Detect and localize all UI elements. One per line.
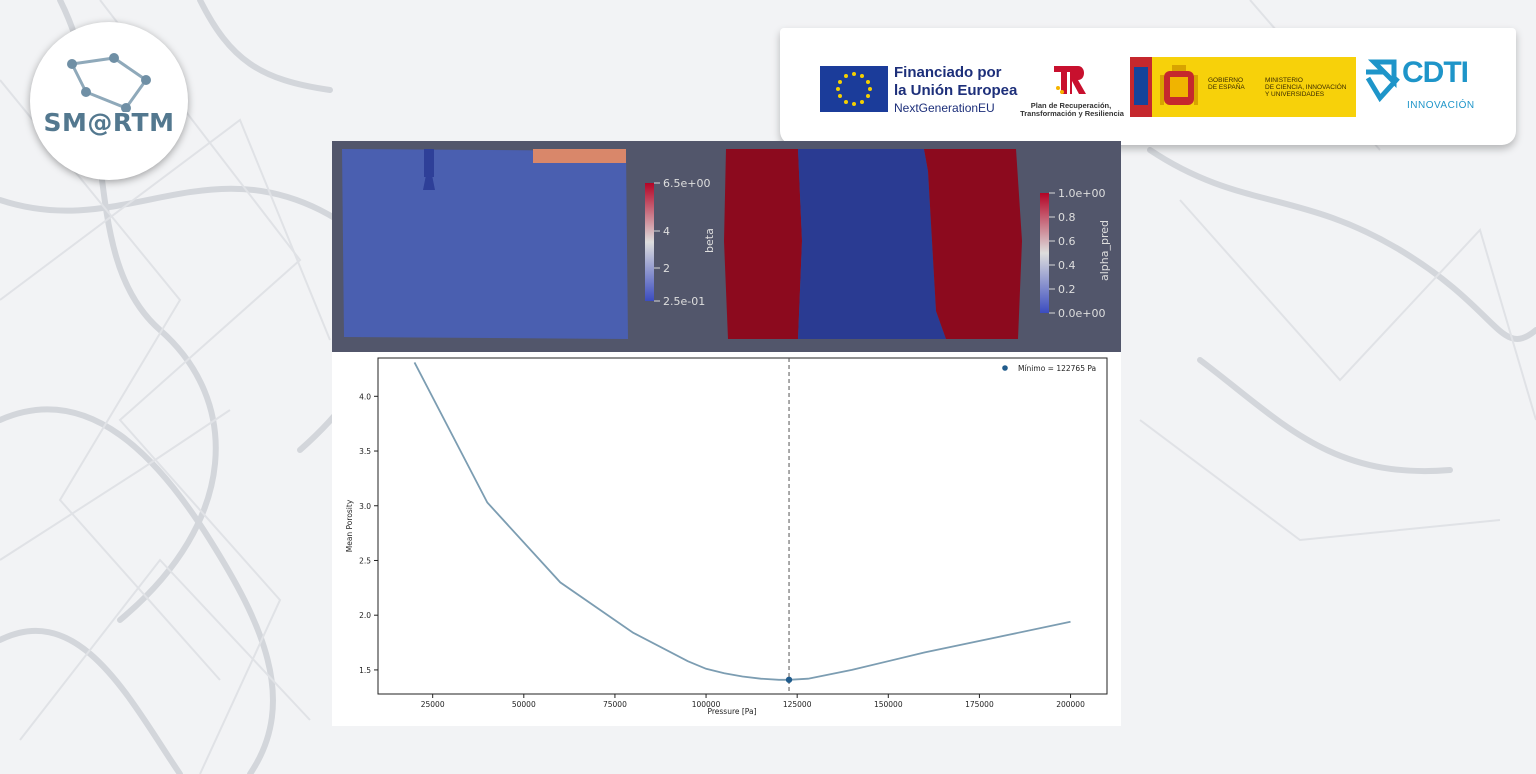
smartm-logo: SM@RTM xyxy=(30,22,188,180)
x-tick-label: 200000 xyxy=(1056,700,1085,709)
legend: Mínimo = 122765 Pa xyxy=(1002,364,1096,373)
alpha-colorbar-label: alpha_pred xyxy=(1098,220,1111,281)
beta-field xyxy=(342,149,628,339)
beta-tick-4: 4 xyxy=(663,225,670,238)
beta-colorbar-label: beta xyxy=(703,228,716,253)
inlet-region xyxy=(424,149,434,177)
beta-tick-max: 6.5e+00 xyxy=(663,177,710,190)
legend-marker xyxy=(1002,365,1008,371)
alpha-filled-right xyxy=(924,149,1022,339)
x-tick-label: 125000 xyxy=(783,700,812,709)
alpha-tick-0.2: 0.2 xyxy=(1058,283,1076,296)
high-beta-region xyxy=(533,149,626,163)
beta-tick-min: 2.5e-01 xyxy=(663,295,705,308)
x-tick-label: 75000 xyxy=(603,700,627,709)
x-tick-label: 25000 xyxy=(421,700,445,709)
y-tick-label: 3.5 xyxy=(359,447,371,456)
y-tick-label: 2.5 xyxy=(359,556,371,565)
eu-funded-line2: la Unión Europea xyxy=(894,82,1018,99)
legend-label: Mínimo = 122765 Pa xyxy=(1018,364,1096,373)
y-tick-label: 4.0 xyxy=(359,392,371,401)
network-nodes-icon xyxy=(67,53,151,112)
coat-of-arms-icon xyxy=(1160,65,1198,105)
eu-flag-icon xyxy=(820,66,888,112)
eu-funded-line1: Financiado por xyxy=(894,64,1002,81)
alpha-empty-region xyxy=(798,149,946,339)
y-tick-label: 3.0 xyxy=(359,502,371,511)
logo-text: SM@RTM xyxy=(43,108,175,137)
x-tick-label: 175000 xyxy=(965,700,994,709)
porosity-series-line xyxy=(413,361,1071,681)
funding-banner: Financiado por la Unión Europea NextGene… xyxy=(780,28,1516,145)
beta-colorbar xyxy=(645,183,654,301)
alpha-filled-left xyxy=(724,149,802,339)
beta-tick-2: 2 xyxy=(663,262,670,275)
porosity-chart: 25000 50000 75000 100000 125000 150000 175000 2… xyxy=(332,352,1121,726)
gobierno-text: GOBIERNO DE ESPAÑA xyxy=(1208,77,1245,91)
cdti-subtext: INNOVACIÓN xyxy=(1407,100,1475,111)
y-tick-label: 2.0 xyxy=(359,611,371,620)
paraview-render-panel: 6.5e+00 4 2 2.5e-01 beta 1.0e+00 0.8 0.6… xyxy=(332,141,1121,352)
alpha-tick-0.8: 0.8 xyxy=(1058,211,1076,224)
recovery-plan-icon xyxy=(1054,66,1086,94)
cdti-arrow-icon xyxy=(1365,59,1400,103)
y-axis-label: Mean Porosity xyxy=(345,499,354,552)
x-tick-label: 50000 xyxy=(512,700,536,709)
eu-funded-line3: NextGenerationEU xyxy=(894,101,995,115)
alpha-tick-0: 0.0e+00 xyxy=(1058,307,1105,320)
x-tick-label: 100000 xyxy=(692,700,721,709)
plot-frame xyxy=(377,357,1108,695)
y-tick-label: 1.5 xyxy=(359,666,371,675)
recovery-plan-line1: Plan de Recuperación, xyxy=(1030,101,1112,110)
alpha-tick-0.4: 0.4 xyxy=(1058,259,1076,272)
ministerio-text: MINISTERIO DE CIENCIA, INNOVACIÓN Y UNIV… xyxy=(1265,77,1347,98)
minimum-point xyxy=(785,676,793,683)
x-axis-label: Pressure [Pa] xyxy=(707,707,756,716)
alpha-tick-1: 1.0e+00 xyxy=(1058,187,1105,200)
cdti-text: CDTI xyxy=(1402,56,1469,89)
x-tick-label: 150000 xyxy=(874,700,903,709)
alpha-colorbar xyxy=(1040,193,1049,313)
spain-government-logo: GOBIERNO DE ESPAÑA MINISTERIO DE CIENCIA… xyxy=(1130,57,1356,117)
recovery-plan-line2: Transformación y Resiliencia xyxy=(1020,109,1124,118)
alpha-tick-0.6: 0.6 xyxy=(1058,235,1076,248)
